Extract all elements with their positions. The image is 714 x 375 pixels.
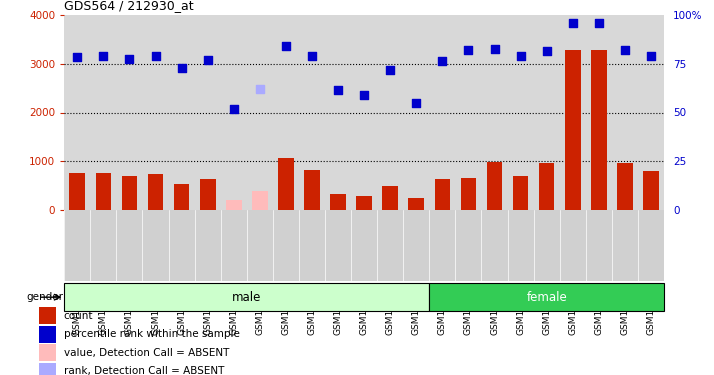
Point — [228, 106, 239, 112]
Text: value, Detection Call = ABSENT: value, Detection Call = ABSENT — [64, 348, 229, 358]
Text: GDS564 / 212930_at: GDS564 / 212930_at — [64, 0, 194, 12]
Bar — [408, 198, 424, 210]
Bar — [39, 326, 56, 343]
Point — [541, 48, 553, 54]
Text: female: female — [526, 291, 567, 304]
Bar — [331, 194, 346, 210]
Bar — [383, 186, 398, 210]
Point — [385, 67, 396, 73]
Point — [332, 87, 343, 93]
Point — [280, 43, 291, 49]
Point — [176, 64, 187, 70]
Point — [254, 86, 266, 92]
Point — [124, 56, 135, 62]
Bar — [539, 163, 555, 210]
Bar — [565, 50, 580, 210]
Bar — [461, 178, 476, 210]
Point — [202, 57, 213, 63]
Bar — [591, 50, 607, 210]
Point — [98, 53, 109, 59]
Point — [619, 47, 630, 53]
Bar — [96, 173, 111, 210]
Text: male: male — [232, 291, 261, 304]
Point — [150, 53, 161, 59]
Point — [515, 54, 526, 60]
Bar — [435, 179, 451, 210]
Bar — [304, 170, 320, 210]
Text: gender: gender — [26, 292, 64, 302]
Text: count: count — [64, 310, 93, 321]
Bar — [200, 179, 216, 210]
Bar — [617, 163, 633, 210]
Point — [463, 47, 474, 53]
Point — [645, 54, 657, 60]
Point — [306, 54, 318, 60]
Point — [567, 20, 578, 26]
Text: rank, Detection Call = ABSENT: rank, Detection Call = ABSENT — [64, 366, 224, 375]
Bar — [121, 176, 137, 210]
Bar — [278, 158, 293, 210]
Point — [593, 20, 605, 26]
Point — [437, 58, 448, 64]
Bar — [429, 283, 664, 311]
Bar — [39, 363, 56, 375]
Bar — [252, 191, 268, 210]
Bar — [64, 283, 429, 311]
Bar — [643, 171, 659, 210]
Point — [411, 100, 422, 106]
Bar — [487, 162, 503, 210]
Bar — [39, 307, 56, 324]
Bar — [174, 184, 189, 210]
Bar — [69, 173, 85, 210]
Point — [489, 46, 501, 52]
Point — [71, 54, 83, 60]
Bar — [513, 176, 528, 210]
Bar — [356, 196, 372, 210]
Point — [358, 92, 370, 98]
Bar — [39, 344, 56, 362]
Bar — [148, 174, 164, 210]
Text: percentile rank within the sample: percentile rank within the sample — [64, 329, 239, 339]
Bar — [226, 200, 241, 210]
